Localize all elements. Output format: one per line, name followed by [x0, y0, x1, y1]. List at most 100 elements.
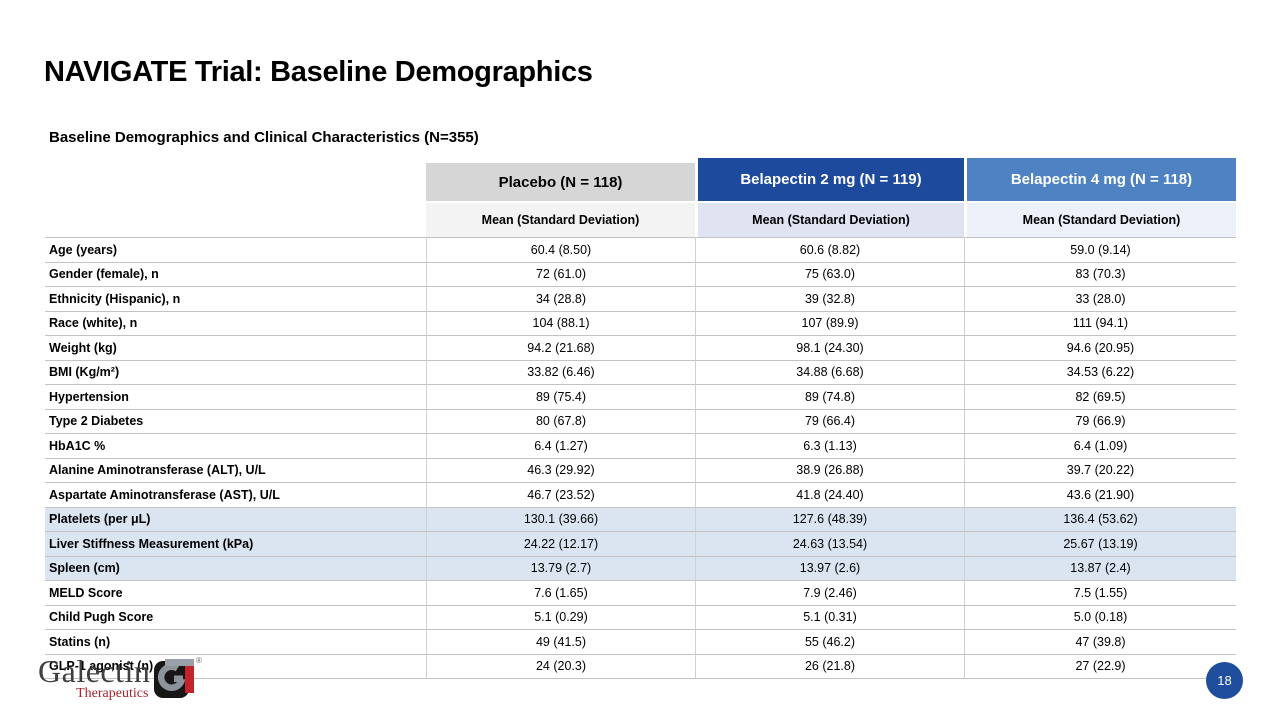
slide-title: NAVIGATE Trial: Baseline Demographics — [44, 56, 593, 88]
table-row: Hypertension 89 (75.4) 89 (74.8) 82 (69.5) — [45, 384, 1236, 409]
cell-value: 60.4 (8.50) — [426, 237, 695, 262]
galectin-logo: Galectin Therapeutics ® — [38, 655, 203, 706]
cell-value: 49 (41.5) — [426, 629, 695, 654]
cell-value: 41.8 (24.40) — [695, 482, 964, 507]
table-corner-cell — [45, 158, 426, 203]
cell-value: 27 (22.9) — [964, 653, 1236, 679]
row-label: Gender (female), n — [45, 261, 426, 286]
row-label: Alanine Aminotransferase (ALT), U/L — [45, 457, 426, 482]
cell-value: 75 (63.0) — [695, 261, 964, 286]
row-label: HbA1C % — [45, 433, 426, 458]
demographics-table-container: Placebo (N = 118) Belapectin 2 mg (N = 1… — [45, 158, 1236, 679]
cell-value: 7.6 (1.65) — [426, 580, 695, 605]
table-row: Race (white), n 104 (88.1) 107 (89.9) 111 (… — [45, 310, 1236, 335]
row-label: GLP-1 agonist (n) — [45, 653, 426, 679]
cell-value: 5.1 (0.29) — [426, 604, 695, 629]
row-label: Spleen (cm) — [45, 555, 426, 580]
column-header-belapectin-2mg: Belapectin 2 mg (N = 119) — [695, 158, 964, 203]
row-label: Hypertension — [45, 384, 426, 409]
cell-value: 24.63 (13.54) — [695, 531, 964, 556]
column-header-placebo: Placebo (N = 118) — [426, 158, 695, 203]
cell-value: 60.6 (8.82) — [695, 237, 964, 262]
subheader-belapectin-4mg: Mean (Standard Deviation) — [964, 203, 1236, 237]
svg-text:®: ® — [196, 656, 202, 665]
table-corner-cell — [45, 203, 426, 237]
logo-name: Galectin — [38, 653, 151, 689]
cell-value: 79 (66.4) — [695, 408, 964, 433]
cell-value: 46.3 (29.92) — [426, 457, 695, 482]
table-row: BMI (Kg/m²) 33.82 (6.46) 34.88 (6.68) 34.53… — [45, 359, 1236, 384]
cell-value: 79 (66.9) — [964, 408, 1236, 433]
page-number-badge: 18 — [1206, 662, 1243, 699]
cell-value: 43.6 (21.90) — [964, 482, 1236, 507]
column-header-belapectin-4mg: Belapectin 4 mg (N = 118) — [964, 158, 1236, 203]
logo-subname: Therapeutics — [76, 686, 149, 701]
cell-value: 89 (75.4) — [426, 384, 695, 409]
cell-value: 38.9 (26.88) — [695, 457, 964, 482]
row-label: Type 2 Diabetes — [45, 408, 426, 433]
cell-value: 39.7 (20.22) — [964, 457, 1236, 482]
cell-value: 24 (20.3) — [426, 653, 695, 679]
cell-value: 107 (89.9) — [695, 310, 964, 335]
cell-value: 26 (21.8) — [695, 653, 964, 679]
table-row: Liver Stiffness Measurement (kPa) 24.22 (… — [45, 531, 1236, 556]
cell-value: 94.6 (20.95) — [964, 335, 1236, 360]
row-label: Platelets (per μL) — [45, 506, 426, 531]
row-label: Weight (kg) — [45, 335, 426, 360]
cell-value: 25.67 (13.19) — [964, 531, 1236, 556]
cell-value: 55 (46.2) — [695, 629, 964, 654]
table-row: Alanine Aminotransferase (ALT), U/L 46.3 … — [45, 457, 1236, 482]
demographics-table-body: Placebo (N = 118) Belapectin 2 mg (N = 1… — [45, 158, 1236, 679]
cell-value: 136.4 (53.62) — [964, 506, 1236, 531]
cell-value: 80 (67.8) — [426, 408, 695, 433]
cell-value: 89 (74.8) — [695, 384, 964, 409]
row-label: MELD Score — [45, 580, 426, 605]
table-row: Statins (n) 49 (41.5) 55 (46.2) 47 (39.8) — [45, 629, 1236, 654]
subheader-placebo: Mean (Standard Deviation) — [426, 203, 695, 237]
cell-value: 82 (69.5) — [964, 384, 1236, 409]
cell-value: 98.1 (24.30) — [695, 335, 964, 360]
table-row: Platelets (per μL) 130.1 (39.66) 127.6 (48… — [45, 506, 1236, 531]
page-number: 18 — [1217, 673, 1232, 688]
cell-value: 5.1 (0.31) — [695, 604, 964, 629]
cell-value: 13.97 (2.6) — [695, 555, 964, 580]
cell-value: 83 (70.3) — [964, 261, 1236, 286]
row-label: Age (years) — [45, 237, 426, 262]
cell-value: 7.5 (1.55) — [964, 580, 1236, 605]
row-label: BMI (Kg/m²) — [45, 359, 426, 384]
table-row: Type 2 Diabetes 80 (67.8) 79 (66.4) 79 (66.… — [45, 408, 1236, 433]
table-row: Weight (kg) 94.2 (21.68) 98.1 (24.30) 94.6 … — [45, 335, 1236, 360]
cell-value: 111 (94.1) — [964, 310, 1236, 335]
table-row: HbA1C % 6.4 (1.27) 6.3 (1.13) 6.4 (1.09) — [45, 433, 1236, 458]
table-caption: Baseline Demographics and Clinical Chara… — [49, 129, 479, 146]
table-header-row: Placebo (N = 118) Belapectin 2 mg (N = 1… — [45, 158, 1236, 203]
row-label: Statins (n) — [45, 629, 426, 654]
demographics-table: Placebo (N = 118) Belapectin 2 mg (N = 1… — [45, 158, 1236, 679]
cell-value: 5.0 (0.18) — [964, 604, 1236, 629]
galectin-logo-mark-icon: ® — [153, 653, 203, 706]
cell-value: 47 (39.8) — [964, 629, 1236, 654]
cell-value: 24.22 (12.17) — [426, 531, 695, 556]
cell-value: 6.4 (1.09) — [964, 433, 1236, 458]
table-row: MELD Score 7.6 (1.65) 7.9 (2.46) 7.5 (1.55) — [45, 580, 1236, 605]
table-subheader-row: Mean (Standard Deviation) Mean (Standard… — [45, 203, 1236, 237]
row-label: Race (white), n — [45, 310, 426, 335]
cell-value: 13.79 (2.7) — [426, 555, 695, 580]
cell-value: 7.9 (2.46) — [695, 580, 964, 605]
subheader-belapectin-2mg: Mean (Standard Deviation) — [695, 203, 964, 237]
table-row: Child Pugh Score 5.1 (0.29) 5.1 (0.31) 5.0 … — [45, 604, 1236, 629]
cell-value: 94.2 (21.68) — [426, 335, 695, 360]
cell-value: 33.82 (6.46) — [426, 359, 695, 384]
cell-value: 33 (28.0) — [964, 286, 1236, 311]
cell-value: 46.7 (23.52) — [426, 482, 695, 507]
cell-value: 39 (32.8) — [695, 286, 964, 311]
cell-value: 34.53 (6.22) — [964, 359, 1236, 384]
galectin-logo-text: Galectin Therapeutics — [38, 655, 150, 701]
table-row: Age (years) 60.4 (8.50) 60.6 (8.82) 59.0 (9… — [45, 237, 1236, 262]
table-row: Gender (female), n 72 (61.0) 75 (63.0) 83 (… — [45, 261, 1236, 286]
cell-value: 34.88 (6.68) — [695, 359, 964, 384]
cell-value: 130.1 (39.66) — [426, 506, 695, 531]
table-row: Aspartate Aminotransferase (AST), U/L 46.… — [45, 482, 1236, 507]
table-row: Spleen (cm) 13.79 (2.7) 13.97 (2.6) 13.87 (… — [45, 555, 1236, 580]
